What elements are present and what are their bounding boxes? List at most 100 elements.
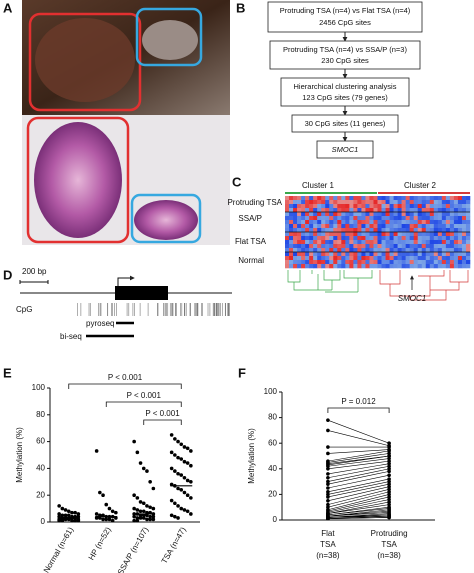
heat-cell bbox=[317, 236, 322, 241]
heat-cell bbox=[369, 204, 374, 209]
heat-cell bbox=[377, 224, 382, 229]
heatmap-panel: Cluster 1 Cluster 2 Protruding TSA SSA/P… bbox=[227, 181, 471, 303]
heat-cell bbox=[453, 208, 459, 213]
heat-cell bbox=[313, 248, 318, 253]
y-tick-label: 80 bbox=[268, 413, 277, 422]
heat-cell bbox=[333, 208, 338, 213]
heat-cell bbox=[449, 196, 455, 201]
heat-cell bbox=[321, 240, 326, 245]
heat-cell bbox=[365, 196, 370, 201]
heat-cell bbox=[417, 228, 423, 233]
heat-cell bbox=[293, 252, 298, 257]
heat-cell bbox=[313, 256, 318, 261]
x-tick-label: (n=38) bbox=[377, 551, 401, 560]
heat-cell bbox=[361, 244, 366, 249]
heat-cell bbox=[389, 216, 394, 221]
data-point bbox=[132, 493, 136, 498]
heat-cell bbox=[413, 200, 419, 205]
heat-cell bbox=[321, 208, 326, 213]
heat-cell bbox=[357, 256, 362, 261]
heat-cell bbox=[457, 244, 463, 249]
heat-cell bbox=[421, 232, 427, 237]
data-point bbox=[76, 512, 81, 516]
heat-cell bbox=[313, 236, 318, 241]
heat-cell bbox=[329, 240, 334, 245]
heat-cell bbox=[297, 236, 302, 241]
heat-cell bbox=[381, 204, 386, 209]
heat-cell bbox=[317, 212, 322, 217]
data-point bbox=[151, 506, 156, 511]
heat-cell bbox=[345, 256, 350, 261]
heat-cell bbox=[337, 252, 342, 257]
data-point bbox=[169, 498, 174, 503]
heat-cell bbox=[441, 240, 447, 245]
heat-cell bbox=[349, 244, 354, 249]
heat-cell bbox=[361, 196, 366, 201]
heat-cell bbox=[445, 264, 451, 269]
heat-cell bbox=[317, 208, 322, 213]
data-point bbox=[387, 495, 391, 499]
heat-cell bbox=[441, 216, 447, 221]
heat-cell bbox=[289, 244, 294, 249]
heat-cell bbox=[441, 228, 447, 233]
heat-cell bbox=[453, 196, 459, 201]
data-point bbox=[141, 466, 146, 471]
heat-cell bbox=[333, 196, 338, 201]
heat-cell bbox=[305, 224, 310, 229]
heat-cell bbox=[413, 212, 419, 217]
heat-cell bbox=[425, 256, 431, 261]
data-point bbox=[326, 475, 330, 480]
heat-cell bbox=[445, 244, 451, 249]
heat-cell bbox=[425, 208, 431, 213]
heat-cell bbox=[393, 196, 398, 201]
heat-cell bbox=[381, 196, 386, 201]
data-point bbox=[326, 490, 330, 494]
heat-cell bbox=[385, 252, 390, 257]
heat-cell bbox=[373, 212, 378, 217]
heat-cell bbox=[317, 196, 322, 201]
heat-cell bbox=[325, 224, 330, 229]
heat-cell bbox=[293, 200, 298, 205]
heat-cell bbox=[449, 228, 455, 233]
heat-cell bbox=[385, 208, 390, 213]
heat-cell bbox=[333, 264, 338, 269]
heat-cell bbox=[369, 252, 374, 257]
data-point bbox=[169, 513, 174, 518]
heat-cell bbox=[301, 200, 306, 205]
flow-step: Hierarchical clustering analysis bbox=[294, 82, 397, 91]
heat-cell bbox=[345, 212, 350, 217]
heat-cell bbox=[397, 248, 402, 253]
heat-cell bbox=[329, 224, 334, 229]
heat-cell bbox=[433, 228, 439, 233]
heat-cell bbox=[433, 196, 439, 201]
heat-cell bbox=[465, 240, 471, 245]
heat-cell bbox=[357, 224, 362, 229]
heat-cell bbox=[465, 228, 471, 233]
heat-cell bbox=[425, 204, 431, 209]
heat-cell bbox=[457, 196, 463, 201]
panel-label: C bbox=[232, 174, 242, 189]
heat-cell bbox=[457, 204, 463, 209]
flow-step: 30 CpG sites (11 genes) bbox=[305, 119, 386, 128]
data-point bbox=[185, 478, 190, 483]
heat-cell bbox=[393, 232, 398, 237]
heat-cell bbox=[321, 232, 326, 237]
pair-line bbox=[327, 517, 390, 520]
heat-cell bbox=[377, 264, 382, 269]
heat-cell bbox=[377, 240, 382, 245]
heat-cell bbox=[461, 212, 467, 217]
heat-cell bbox=[445, 248, 451, 253]
data-point bbox=[173, 437, 177, 441]
heat-cell bbox=[361, 216, 366, 221]
heat-cell bbox=[377, 260, 382, 265]
heat-cell bbox=[381, 236, 386, 241]
pair-line bbox=[327, 450, 390, 462]
data-point bbox=[176, 486, 180, 491]
y-tick-label: 60 bbox=[268, 438, 277, 447]
data-point bbox=[326, 428, 330, 433]
heat-cell bbox=[361, 224, 366, 229]
heat-cell bbox=[401, 224, 406, 229]
heat-cell bbox=[425, 228, 431, 233]
heat-cell bbox=[297, 240, 302, 245]
heat-cell bbox=[289, 216, 294, 221]
